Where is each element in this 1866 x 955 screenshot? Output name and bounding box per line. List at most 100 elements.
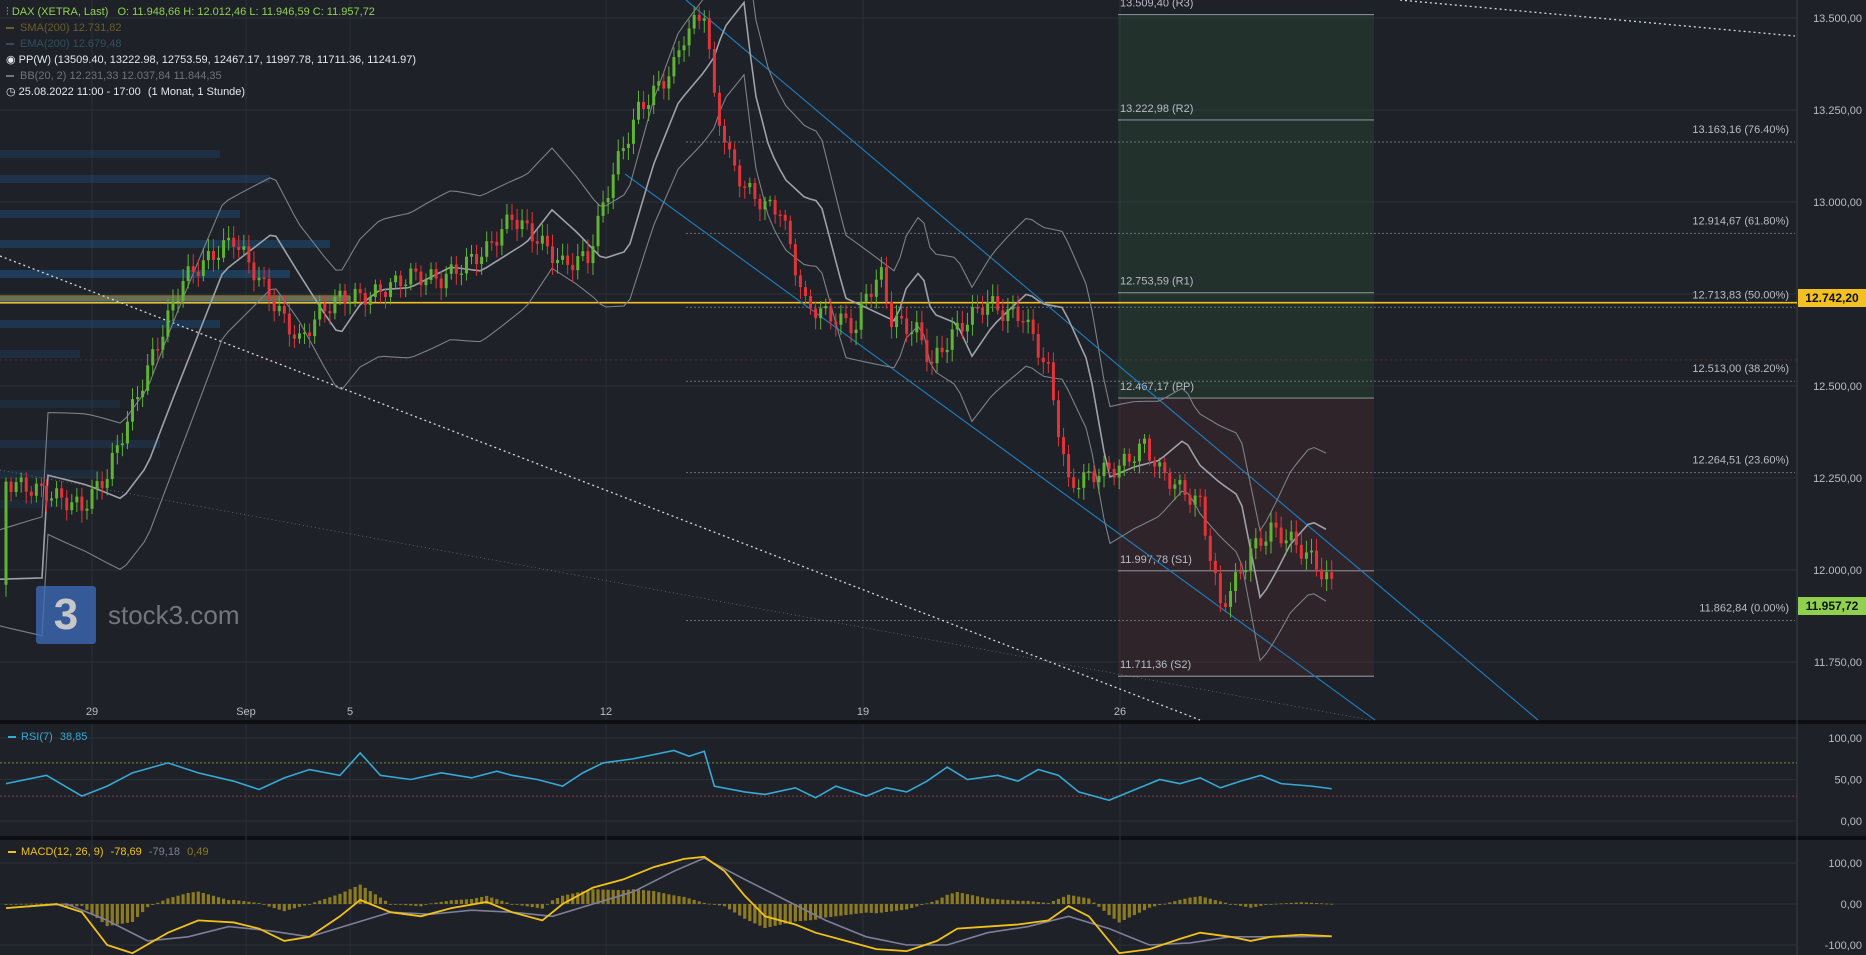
candle-body (247, 246, 251, 263)
macd-histogram-bar (687, 898, 691, 904)
candle-body (697, 14, 701, 21)
candle-body (237, 246, 241, 250)
candle-body (626, 143, 630, 149)
candle-body (141, 390, 145, 398)
macd-histogram-bar (65, 904, 69, 907)
candle-body (358, 288, 362, 294)
candle-body (39, 483, 43, 486)
candle-body (616, 151, 620, 175)
candle-body (419, 271, 423, 286)
macd-histogram-bar (1228, 904, 1233, 905)
macd-histogram-bar (176, 895, 180, 904)
macd-histogram-bar (910, 904, 914, 908)
candle-body (232, 237, 236, 247)
macd-histogram-bar (1158, 904, 1162, 906)
candle-body (1132, 461, 1136, 463)
macd-histogram-bar (697, 901, 701, 904)
candle-body (1067, 454, 1071, 478)
candle-body (409, 268, 413, 285)
candle-body (834, 321, 838, 325)
candle-body (186, 266, 190, 281)
price-tag-yellow: 12.742,20 (1798, 289, 1866, 307)
candle-body (1158, 462, 1162, 467)
macd-histogram-bar (115, 904, 119, 925)
candle-body (657, 81, 661, 86)
candle-body (490, 241, 494, 243)
candle-body (1001, 310, 1005, 321)
macd-histogram-bar (353, 886, 357, 904)
candle-body (783, 214, 787, 221)
candle-body (581, 251, 585, 257)
candle-body (910, 332, 914, 334)
macd-histogram-bar (788, 904, 792, 923)
candle-body (105, 479, 109, 488)
candle-body (363, 293, 367, 305)
candle-body (201, 260, 205, 276)
macd-histogram-bar (945, 894, 949, 904)
candles-icon: ⫶ (6, 6, 9, 18)
candle-body (854, 329, 858, 334)
candle-body (252, 262, 256, 281)
macd-histogram-bar (292, 904, 297, 909)
candle-body (171, 301, 175, 311)
macd-histogram-bar (1193, 896, 1197, 904)
candle-body (394, 275, 398, 283)
macd-histogram-bar (485, 895, 489, 904)
candle-body (1163, 462, 1167, 473)
macd-histogram-bar (712, 904, 716, 905)
macd-histogram-bar (991, 898, 995, 904)
macd-histogram-bar (733, 904, 737, 913)
macd-histogram-bar (1178, 899, 1182, 904)
candle-body (525, 220, 529, 224)
macd-histogram-bar (702, 902, 706, 904)
candle-body (151, 349, 155, 366)
candle-body (131, 399, 134, 422)
macd-histogram-bar (1041, 902, 1045, 904)
macd-histogram-bar (940, 897, 944, 904)
candle-body (85, 508, 89, 511)
rsi-tick-label: 50,00 (1834, 775, 1862, 787)
candle-body (191, 266, 195, 272)
macd-histogram-bar (4, 904, 8, 905)
candle-body (287, 313, 291, 335)
pivot-label: 13.222,98 (R2) (1120, 103, 1193, 115)
candle-body (328, 311, 332, 314)
macd-histogram-bar (459, 899, 463, 904)
candle-body (378, 284, 382, 293)
pp-name: PP(W) (18, 54, 52, 66)
macd-histogram-bar (1046, 903, 1050, 904)
macd-histogram-bar (621, 890, 625, 904)
candle-body (136, 397, 140, 400)
candle-body (662, 81, 666, 89)
candle-body (864, 293, 868, 302)
macd-histogram-bar (722, 904, 727, 907)
macd-histogram-bar (287, 904, 291, 910)
macd-histogram-bar (1244, 904, 1248, 907)
macd-histogram-bar (819, 904, 823, 919)
candle-body (748, 182, 752, 188)
macd-histogram-bar (1092, 902, 1096, 904)
y-tick-label: 12.500,00 (1813, 381, 1862, 393)
candle-body (262, 277, 266, 280)
candle-body (859, 301, 863, 330)
candle-body (869, 293, 873, 297)
macd-histogram-bar (1102, 904, 1106, 911)
sma-value: 12.731,82 (72, 22, 122, 34)
volume-profile-bar (0, 500, 60, 508)
candle-body (535, 241, 539, 244)
macd-histogram-bar (535, 904, 539, 908)
macd-histogram-bar (950, 893, 954, 904)
candle-body (303, 332, 307, 334)
candle-body (495, 241, 499, 246)
candle-body (181, 280, 185, 301)
candle-body (338, 290, 342, 297)
volume-profile-bar (0, 175, 270, 183)
macd-histogram-bar (125, 904, 130, 923)
macd-histogram-bar (237, 900, 241, 904)
trendline-dotted (1399, 0, 1796, 37)
macd-histogram-bar (626, 889, 630, 904)
candle-body (1239, 572, 1243, 574)
macd-histogram-bar (530, 904, 534, 908)
candle-body (348, 302, 352, 304)
